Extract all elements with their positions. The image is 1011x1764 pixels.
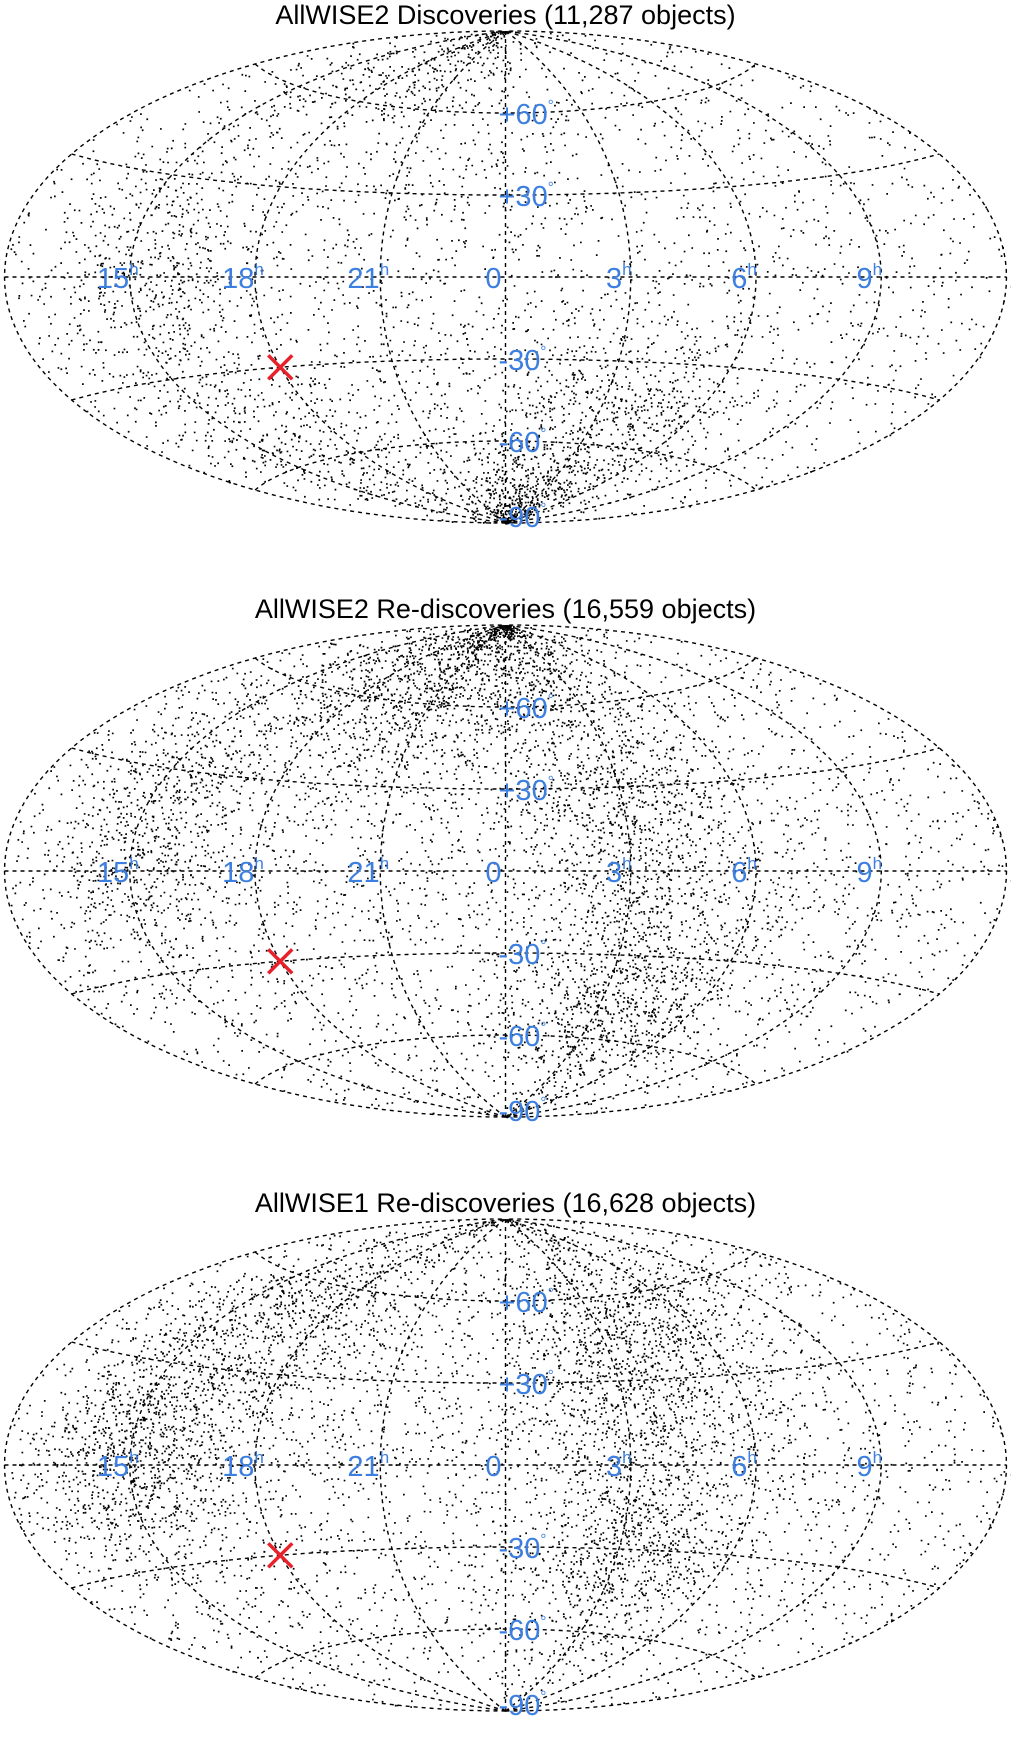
sky-map-panel-3: AllWISE1 Re-discoveries (16,628 objects)… — [0, 1188, 1011, 1764]
ra-labels: 12h9h6h3h021h18h15h — [97, 1448, 1011, 1483]
ra-tick-label: 0 — [485, 1451, 501, 1483]
ra-tick-label: 9h — [856, 854, 882, 889]
chart-title: AllWISE2 Re-discoveries (16,559 objects) — [0, 594, 1011, 624]
dec-tick-label: -90° — [499, 500, 547, 534]
ra-tick-label: 3h — [606, 1448, 632, 1483]
chart-title: AllWISE1 Re-discoveries (16,628 objects) — [0, 1188, 1011, 1218]
degree-superscript: ° — [540, 425, 546, 442]
dec-tick-label: +30° — [499, 179, 554, 213]
hour-superscript: h — [747, 260, 756, 279]
hour-superscript: h — [129, 854, 138, 873]
chart-title: AllWISE2 Discoveries (11,287 objects) — [0, 0, 1011, 30]
degree-superscript: ° — [548, 1367, 554, 1384]
degree-superscript: ° — [540, 343, 546, 360]
dec-tick-label: +30° — [499, 773, 554, 807]
degree-superscript: ° — [540, 1613, 546, 1630]
ra-tick-label: 18h — [222, 854, 264, 889]
hour-superscript: h — [622, 1448, 631, 1467]
hour-superscript: h — [747, 1448, 756, 1467]
ra-tick-label: 21h — [347, 854, 389, 889]
hour-superscript: h — [380, 260, 389, 279]
dec-tick-label: -30° — [499, 343, 547, 377]
hour-superscript: h — [747, 854, 756, 873]
hour-superscript: h — [129, 260, 138, 279]
dec-tick-label: -90° — [499, 1688, 547, 1722]
ra-tick-label: 18h — [222, 260, 264, 295]
sky-map-3: 12h9h6h3h021h18h15h+60°+30°-30°-60°-90° — [0, 1218, 1011, 1764]
ra-tick-label: 6h — [731, 1448, 757, 1483]
ra-labels: 12h9h6h3h021h18h15h — [97, 854, 1011, 889]
degree-superscript: ° — [540, 1688, 546, 1705]
dec-tick-label: -60° — [499, 1019, 547, 1053]
degree-superscript: ° — [540, 1019, 546, 1036]
hour-superscript: h — [254, 854, 263, 873]
hour-superscript: h — [380, 854, 389, 873]
dec-labels: +60° +30° -30° -60° -90° — [499, 1285, 554, 1722]
hour-superscript: h — [254, 1448, 263, 1467]
dec-tick-label: -60° — [499, 1613, 547, 1647]
dec-labels: +60° +30° -30° -60° -90° — [499, 97, 554, 534]
dec-tick-label: -30° — [499, 1531, 547, 1565]
dec-tick-label: +60° — [499, 97, 554, 131]
hour-superscript: h — [129, 1448, 138, 1467]
hour-superscript: h — [873, 260, 882, 279]
ra-tick-label: 15h — [97, 854, 139, 889]
degree-superscript: ° — [540, 500, 546, 517]
hour-superscript: h — [622, 260, 631, 279]
ra-tick-label: 21h — [347, 260, 389, 295]
hour-superscript: h — [254, 260, 263, 279]
sky-map-panel-1: AllWISE2 Discoveries (11,287 objects) 12… — [0, 0, 1011, 576]
dec-tick-label: +60° — [499, 1285, 554, 1319]
hour-superscript: h — [622, 854, 631, 873]
ra-tick-label: 3h — [606, 854, 632, 889]
degree-superscript: ° — [540, 937, 546, 954]
hour-superscript: h — [873, 854, 882, 873]
hour-superscript: h — [380, 1448, 389, 1467]
degree-superscript: ° — [540, 1094, 546, 1111]
dec-tick-label: -30° — [499, 937, 547, 971]
degree-superscript: ° — [548, 773, 554, 790]
degree-superscript: ° — [548, 1285, 554, 1302]
dec-tick-label: +30° — [499, 1367, 554, 1401]
ra-labels: 12h9h6h3h021h18h15h — [97, 260, 1011, 295]
ra-tick-label: 0 — [485, 263, 501, 295]
ra-tick-label: 9h — [856, 260, 882, 295]
dec-tick-label: -60° — [499, 425, 547, 459]
ra-tick-label: 9h — [856, 1448, 882, 1483]
degree-superscript: ° — [548, 179, 554, 196]
dec-tick-label: -90° — [499, 1094, 547, 1128]
dec-tick-label: +60° — [499, 691, 554, 725]
ra-tick-label: 15h — [97, 1448, 139, 1483]
sky-map-1: 12h9h6h3h021h18h15h+60°+30°-30°-60°-90° — [0, 30, 1011, 576]
sky-map-2: 12h9h6h3h021h18h15h+60°+30°-30°-60°-90° — [0, 624, 1011, 1170]
degree-superscript: ° — [540, 1531, 546, 1548]
ra-tick-label: 6h — [731, 854, 757, 889]
ra-tick-label: 15h — [97, 260, 139, 295]
ra-tick-label: 6h — [731, 260, 757, 295]
ra-tick-label: 0 — [485, 857, 501, 889]
ra-tick-label: 3h — [606, 260, 632, 295]
hour-superscript: h — [873, 1448, 882, 1467]
degree-superscript: ° — [548, 97, 554, 114]
ra-tick-label: 18h — [222, 1448, 264, 1483]
degree-superscript: ° — [548, 691, 554, 708]
sky-map-panel-2: AllWISE2 Re-discoveries (16,559 objects)… — [0, 594, 1011, 1170]
ra-tick-label: 21h — [347, 1448, 389, 1483]
